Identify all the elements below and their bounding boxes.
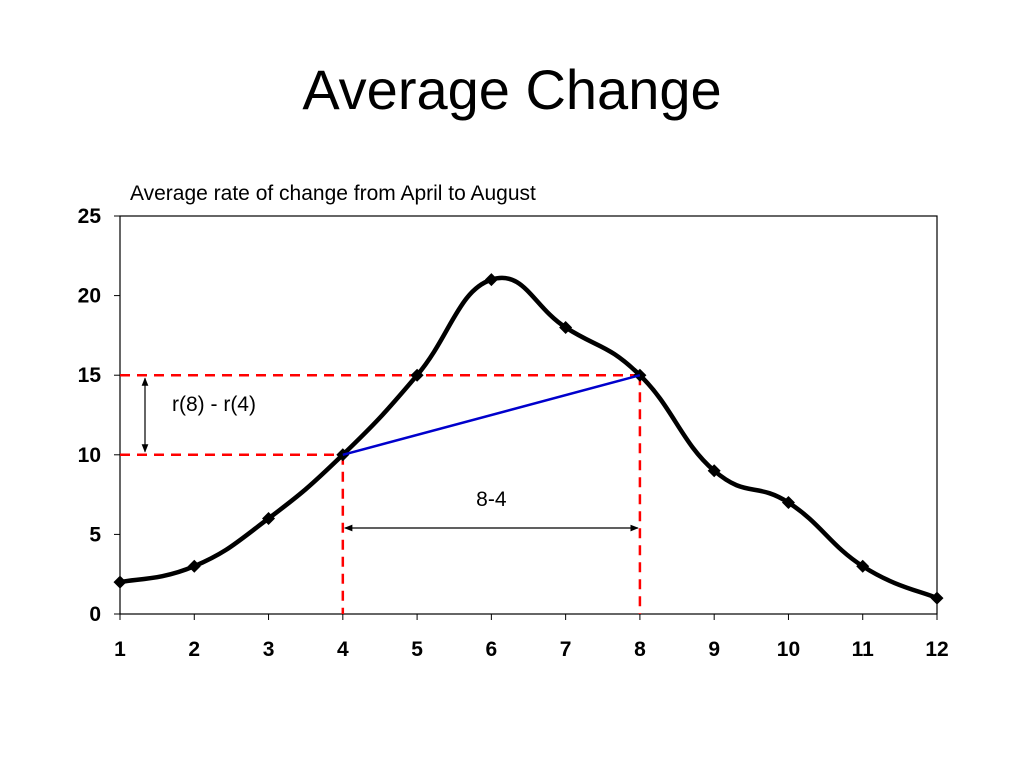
data-point-marker bbox=[410, 368, 424, 382]
y-tick-label: 0 bbox=[89, 603, 101, 626]
slide-title: Average Change bbox=[302, 58, 722, 121]
x-tick-label: 9 bbox=[708, 638, 720, 661]
horizontal-arrow-label: 8-4 bbox=[476, 488, 507, 511]
x-tick-label: 12 bbox=[925, 638, 948, 661]
y-tick-label: 15 bbox=[78, 364, 102, 387]
data-point-marker bbox=[856, 559, 870, 573]
chart-title: Average rate of change from April to Aug… bbox=[130, 182, 536, 205]
y-tick-label: 5 bbox=[89, 523, 101, 546]
secant-line bbox=[342, 373, 641, 457]
data-point-marker bbox=[113, 575, 127, 589]
data-point-marker bbox=[707, 464, 721, 478]
x-tick-label: 1 bbox=[114, 638, 126, 661]
data-point-marker bbox=[187, 559, 201, 573]
x-tick-label: 3 bbox=[263, 638, 275, 661]
y-tick-label: 10 bbox=[78, 444, 101, 467]
vertical-arrow-label: r(8) - r(4) bbox=[172, 393, 256, 416]
y-tick-label: 25 bbox=[78, 205, 102, 228]
data-point-marker bbox=[781, 496, 795, 510]
x-tick-label: 11 bbox=[852, 638, 875, 661]
data-point-marker bbox=[262, 511, 276, 525]
x-tick-label: 2 bbox=[188, 638, 200, 661]
plot-area bbox=[119, 215, 938, 615]
x-tick-label: 4 bbox=[337, 638, 349, 661]
y-tick-label: 20 bbox=[78, 285, 101, 308]
x-tick-label: 8 bbox=[634, 638, 646, 661]
series-line bbox=[117, 275, 940, 601]
x-tick-label: 6 bbox=[486, 638, 498, 661]
data-point-marker bbox=[930, 591, 944, 605]
x-tick-label: 10 bbox=[777, 638, 800, 661]
x-tick-label: 5 bbox=[411, 638, 423, 661]
x-tick-label: 7 bbox=[560, 638, 572, 661]
data-point-marker bbox=[559, 320, 573, 334]
data-point-marker bbox=[484, 273, 498, 287]
